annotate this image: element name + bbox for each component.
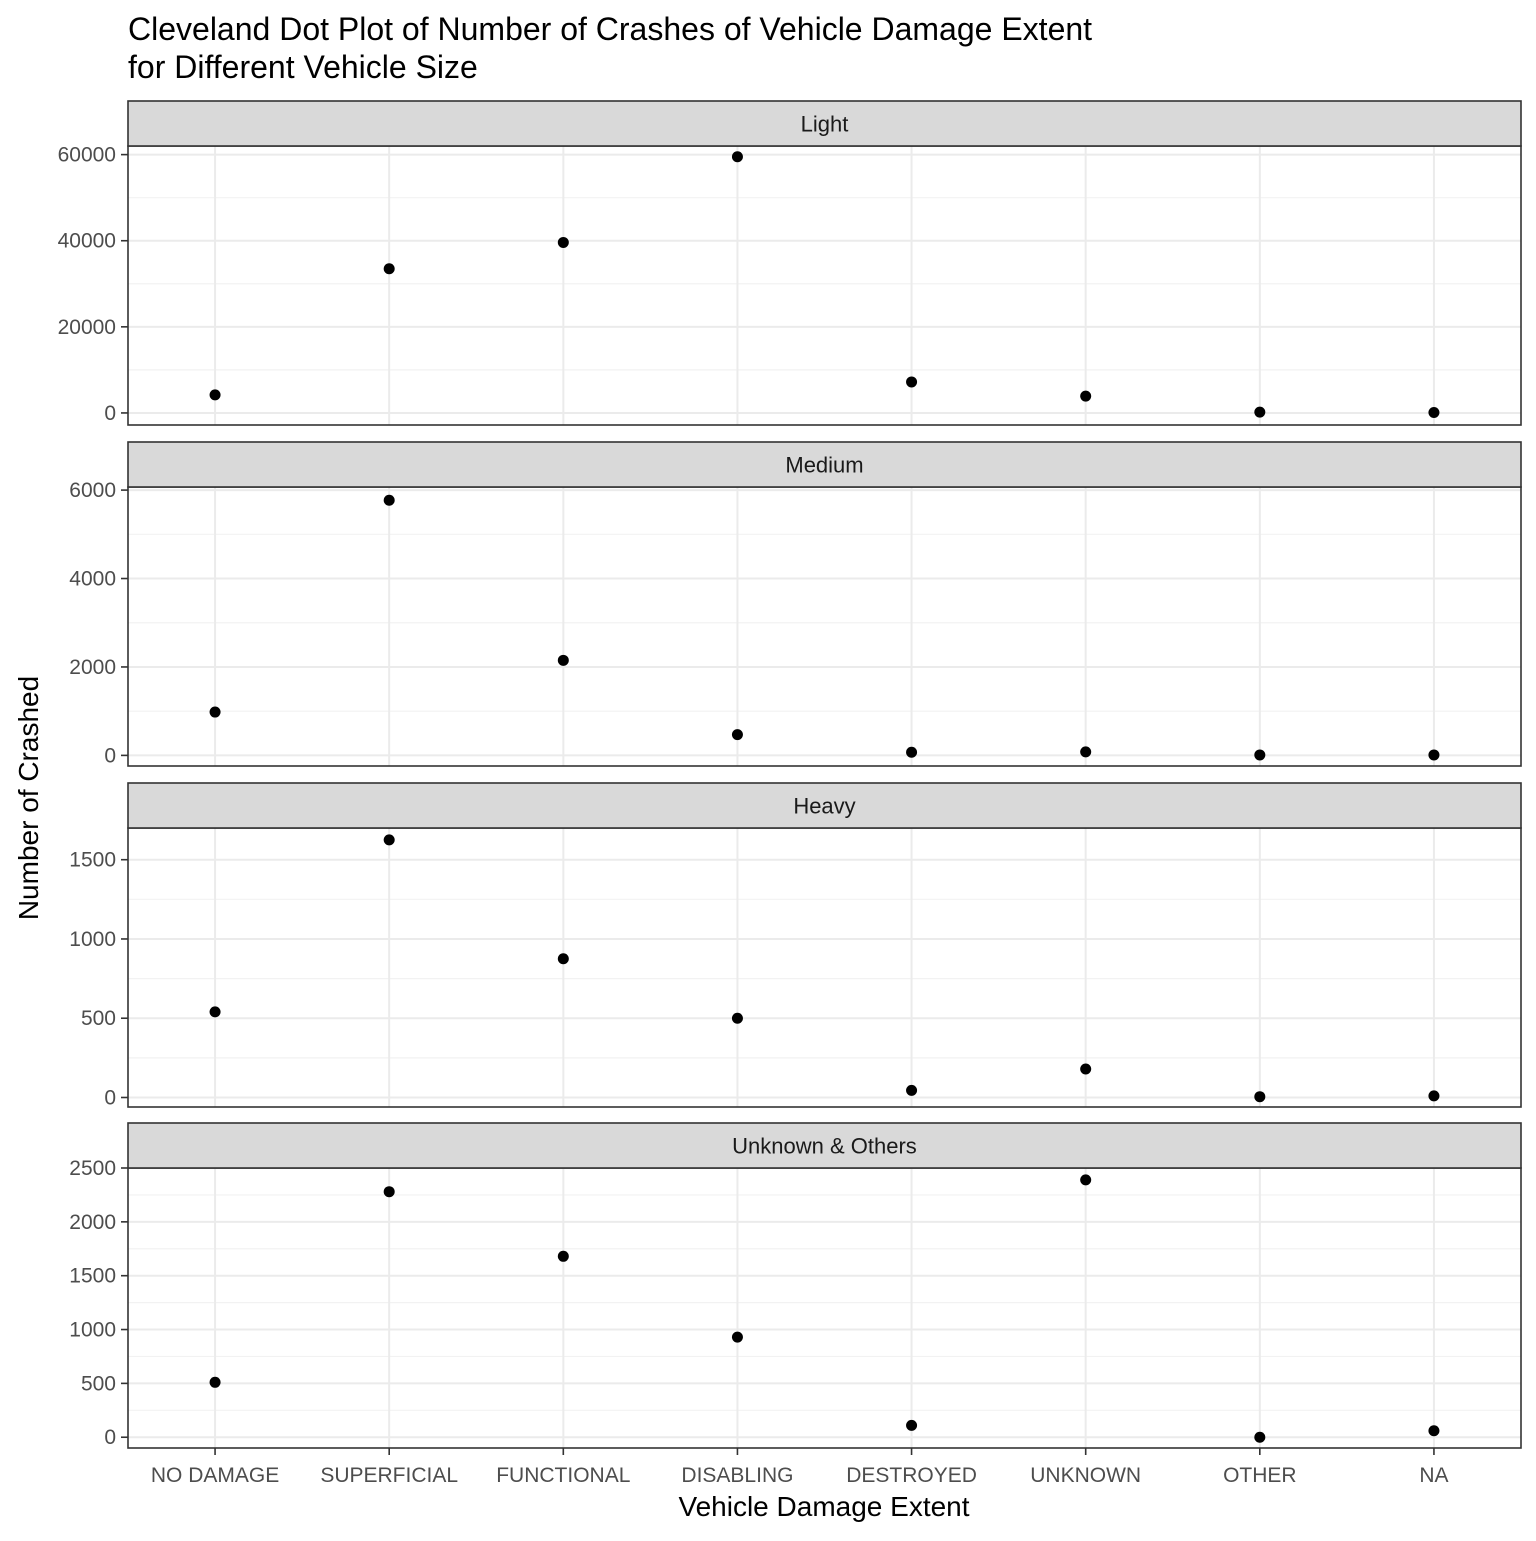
facet-strip: [127, 100, 1522, 147]
y-tick-label: 1000: [69, 928, 116, 951]
data-point-unknown-others-na: [1428, 1425, 1440, 1437]
y-tick-label: 2500: [69, 1157, 116, 1180]
panel-border: [127, 145, 1522, 426]
data-point-medium-disabling: [731, 729, 743, 741]
x-axis-title: Vehicle Damage Extent: [678, 1491, 969, 1522]
panel-border: [127, 827, 1522, 1108]
y-tick-label: 40000: [58, 230, 116, 253]
data-point-light-superficial: [383, 263, 395, 275]
data-point-heavy-other: [1254, 1091, 1266, 1103]
data-point-light-unknown: [1080, 390, 1092, 402]
data-point-heavy-superficial: [383, 834, 395, 846]
y-tick-label: 4000: [69, 568, 116, 591]
data-point-light-functional: [557, 236, 569, 248]
data-point-medium-functional: [557, 654, 569, 666]
x-axis: NO DAMAGE SUPERFICIAL FUNCTIONAL DISABLING D…: [151, 1448, 1449, 1487]
facet-strip: [127, 441, 1522, 488]
chart-title-line-1: Cleveland Dot Plot of Number of Crashes …: [128, 11, 1092, 47]
facet-panels: Light0200004000060000Medium0200040006000…: [58, 100, 1522, 1449]
facet-strip-label: Unknown & Others: [732, 1134, 917, 1159]
facet-unknown-others: Unknown & Others 0 500 1000 1500 2000 2500: [69, 1122, 1522, 1449]
data-point-unknown-others-no-damage: [209, 1376, 221, 1388]
x-tick-label-no-damage: NO DAMAGE: [151, 1464, 279, 1487]
data-point-heavy-disabling: [731, 1012, 743, 1024]
y-tick-label: 60000: [58, 144, 116, 167]
facet-light: Light 0 20000 40000 60000: [58, 100, 1522, 426]
y-tick-label: 2000: [69, 1211, 116, 1234]
data-point-light-no-damage: [209, 389, 221, 401]
x-tick-label-functional: FUNCTIONAL: [496, 1464, 630, 1487]
y-tick-label: 0: [104, 1426, 116, 1449]
x-tick-label-unknown: UNKNOWN: [1030, 1464, 1141, 1487]
facet-strip-label: Heavy: [793, 794, 855, 819]
data-point-unknown-others-destroyed: [906, 1419, 918, 1431]
x-tick-label-superficial: SUPERFICIAL: [320, 1464, 458, 1487]
y-tick-label: 500: [81, 1007, 116, 1030]
chart-title-line-2: for Different Vehicle Size: [128, 49, 478, 85]
data-point-medium-no-damage: [209, 706, 221, 718]
data-point-unknown-others-superficial: [383, 1186, 395, 1198]
y-tick-label: 0: [104, 1086, 116, 1109]
data-point-medium-other: [1254, 749, 1266, 761]
x-tick-label-other: OTHER: [1223, 1464, 1297, 1487]
y-tick-label: 500: [81, 1372, 116, 1395]
y-axis-title: Number of Crashed: [13, 676, 44, 920]
x-tick-label-na: NA: [1419, 1464, 1448, 1487]
facet-strip: [127, 1122, 1522, 1169]
x-tick-label-destroyed: DESTROYED: [846, 1464, 977, 1487]
data-point-heavy-na: [1428, 1090, 1440, 1102]
y-tick-label: 20000: [58, 316, 116, 339]
data-point-heavy-unknown: [1080, 1063, 1092, 1075]
x-tick-label-disabling: DISABLING: [681, 1464, 793, 1487]
data-point-medium-destroyed: [906, 746, 918, 758]
facet-strip: [127, 782, 1522, 829]
panel-border: [127, 1167, 1522, 1449]
y-tick-label: 1500: [69, 849, 116, 872]
data-point-heavy-no-damage: [209, 1006, 221, 1018]
y-tick-label: 1000: [69, 1319, 116, 1342]
data-point-medium-unknown: [1080, 746, 1092, 758]
y-tick-label: 0: [104, 744, 116, 767]
y-tick-label: 0: [104, 402, 116, 425]
data-point-light-destroyed: [906, 376, 918, 388]
data-point-light-na: [1428, 407, 1440, 419]
y-tick-label: 1500: [69, 1265, 116, 1288]
y-tick-label: 2000: [69, 656, 116, 679]
facet-heavy: Heavy 0 500 1000 1500: [69, 782, 1522, 1109]
data-point-light-disabling: [731, 151, 743, 163]
data-point-unknown-others-disabling: [731, 1331, 743, 1343]
data-point-unknown-others-unknown: [1080, 1174, 1092, 1186]
y-tick-label: 6000: [69, 479, 116, 502]
facet-strip-label: Light: [801, 112, 849, 137]
panel-border: [127, 486, 1522, 767]
data-point-heavy-functional: [557, 953, 569, 965]
data-point-heavy-destroyed: [906, 1084, 918, 1096]
facet-medium: Medium 0 2000 4000 6000: [69, 441, 1522, 767]
facet-strip-label: Medium: [785, 453, 863, 478]
data-point-unknown-others-other: [1254, 1431, 1266, 1443]
data-point-medium-superficial: [383, 494, 395, 506]
data-point-medium-na: [1428, 749, 1440, 761]
data-point-unknown-others-functional: [557, 1250, 569, 1262]
data-point-light-other: [1254, 406, 1266, 418]
